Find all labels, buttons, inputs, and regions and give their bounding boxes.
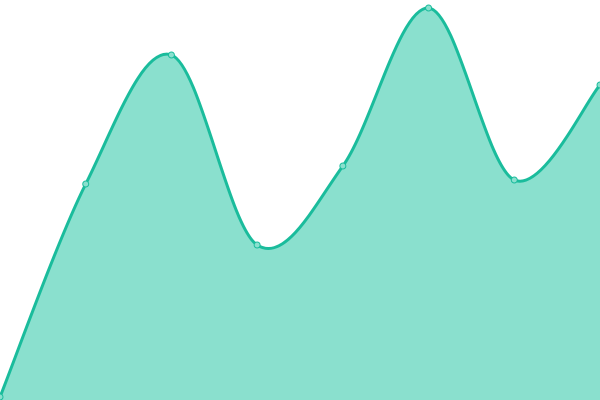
data-point bbox=[425, 4, 433, 12]
data-point bbox=[0, 393, 4, 400]
data-point bbox=[596, 81, 600, 89]
series-line bbox=[0, 6, 600, 398]
data-point bbox=[510, 176, 518, 184]
data-point bbox=[82, 180, 90, 188]
data-point bbox=[167, 51, 175, 59]
data-point bbox=[253, 241, 261, 249]
data-points bbox=[0, 4, 600, 400]
data-point bbox=[339, 162, 347, 170]
area-fill bbox=[0, 7, 600, 400]
